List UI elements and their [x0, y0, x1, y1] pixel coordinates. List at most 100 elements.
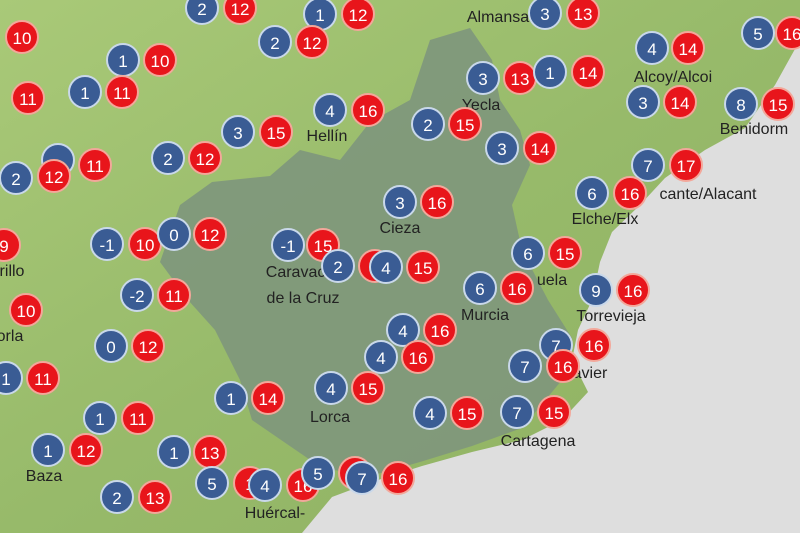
max-temp-marker[interactable]: 13	[566, 0, 600, 30]
max-temp-marker[interactable]: 12	[131, 329, 165, 363]
max-temp-marker[interactable]: 15	[450, 396, 484, 430]
max-temp-marker[interactable]: 11	[105, 75, 139, 109]
max-temp-marker[interactable]: 16	[546, 349, 580, 383]
max-temp-marker[interactable]: 13	[138, 480, 172, 514]
min-temp-marker[interactable]: 2	[411, 107, 445, 141]
min-temp-marker[interactable]: 5	[195, 466, 229, 500]
max-temp-marker[interactable]: 16	[423, 313, 457, 347]
min-temp-marker[interactable]: 4	[248, 468, 282, 502]
min-temp-marker[interactable]: 2	[185, 0, 219, 25]
max-temp-marker[interactable]: 10	[5, 20, 39, 54]
max-temp-marker[interactable]: 15	[761, 87, 795, 121]
max-temp-marker[interactable]: 15	[351, 371, 385, 405]
min-temp-marker[interactable]: 3	[466, 61, 500, 95]
max-temp-marker[interactable]: 15	[448, 107, 482, 141]
min-temp-marker[interactable]: 6	[575, 176, 609, 210]
min-temp-marker[interactable]: 4	[413, 396, 447, 430]
max-temp-marker[interactable]: 16	[775, 16, 800, 50]
min-temp-marker[interactable]: 4	[635, 31, 669, 65]
min-temp-marker[interactable]: 7	[631, 148, 665, 182]
max-temp-marker[interactable]: 12	[193, 217, 227, 251]
min-temp-marker[interactable]: 4	[369, 250, 403, 284]
min-temp-marker[interactable]: 3	[485, 131, 519, 165]
min-temp-marker[interactable]: 1	[533, 55, 567, 89]
max-temp-marker[interactable]: 10	[143, 43, 177, 77]
min-temp-marker[interactable]: 2	[0, 161, 33, 195]
min-temp-marker[interactable]: 1	[0, 361, 23, 395]
min-temp-marker[interactable]: 2	[151, 141, 185, 175]
min-temp-marker[interactable]: 6	[511, 236, 545, 270]
max-temp-marker[interactable]: 11	[157, 278, 191, 312]
place-label: Hellín	[306, 128, 348, 145]
min-temp-marker[interactable]: 1	[214, 381, 248, 415]
min-temp-marker[interactable]: 1	[68, 75, 102, 109]
max-temp-marker[interactable]: 16	[420, 185, 454, 219]
max-temp-marker[interactable]: 15	[259, 115, 293, 149]
max-temp-marker[interactable]: 12	[295, 25, 329, 59]
min-temp-marker[interactable]: 3	[221, 115, 255, 149]
max-temp-marker[interactable]: 16	[616, 273, 650, 307]
min-temp-marker[interactable]: 4	[314, 371, 348, 405]
min-temp-marker[interactable]: 1	[106, 43, 140, 77]
max-temp-marker[interactable]: 14	[251, 381, 285, 415]
min-temp-marker[interactable]: 0	[157, 217, 191, 251]
place-label: Caravaca	[265, 264, 335, 281]
place-label: Alcoy/Alcoi	[633, 69, 713, 86]
max-temp-marker[interactable]: 11	[26, 361, 60, 395]
min-temp-marker[interactable]: 7	[345, 461, 379, 495]
min-temp-marker[interactable]: -1	[90, 227, 124, 261]
min-temp-marker[interactable]: 2	[321, 249, 355, 283]
max-temp-marker[interactable]: 15	[406, 250, 440, 284]
min-temp-marker[interactable]: 3	[383, 185, 417, 219]
max-temp-marker[interactable]: 12	[37, 159, 71, 193]
place-label: Elche/Elx	[571, 211, 639, 228]
min-temp-marker[interactable]: 2	[258, 25, 292, 59]
max-temp-marker[interactable]: 16	[577, 328, 611, 362]
max-temp-marker[interactable]: 13	[503, 61, 537, 95]
min-temp-marker[interactable]: 5	[301, 456, 335, 490]
place-label: Torrevieja	[576, 308, 646, 325]
min-temp-marker[interactable]: 4	[364, 340, 398, 374]
min-temp-marker[interactable]: 7	[500, 395, 534, 429]
min-temp-marker[interactable]: 1	[31, 433, 65, 467]
place-label: Murcia	[460, 307, 510, 324]
max-temp-marker[interactable]: 15	[548, 236, 582, 270]
max-temp-marker[interactable]: 16	[351, 93, 385, 127]
max-temp-marker[interactable]: 11	[11, 81, 45, 115]
min-temp-marker[interactable]: 1	[157, 435, 191, 469]
max-temp-marker[interactable]: 17	[669, 148, 703, 182]
max-temp-marker[interactable]: 14	[523, 131, 557, 165]
sea	[302, 40, 800, 533]
max-temp-marker[interactable]: 16	[381, 461, 415, 495]
min-temp-marker[interactable]: 8	[724, 87, 758, 121]
min-temp-marker[interactable]: 3	[528, 0, 562, 30]
min-temp-marker[interactable]: 4	[313, 93, 347, 127]
max-temp-marker[interactable]: 11	[121, 401, 155, 435]
place-label: cante/Alacant	[659, 186, 757, 203]
min-temp-marker[interactable]: 7	[508, 349, 542, 383]
max-temp-marker[interactable]: 16	[613, 176, 647, 210]
max-temp-marker[interactable]: 10	[128, 227, 162, 261]
max-temp-marker[interactable]: 15	[537, 395, 571, 429]
min-temp-marker[interactable]: 2	[100, 480, 134, 514]
min-temp-marker[interactable]: 6	[463, 271, 497, 305]
min-temp-marker[interactable]: 9	[579, 273, 613, 307]
min-temp-marker[interactable]: -1	[271, 228, 305, 262]
max-temp-marker[interactable]: 14	[571, 55, 605, 89]
max-temp-marker[interactable]: 12	[69, 433, 103, 467]
min-temp-marker[interactable]: 3	[626, 85, 660, 119]
min-temp-marker[interactable]: 5	[741, 16, 775, 50]
max-temp-marker[interactable]: 16	[401, 340, 435, 374]
max-temp-marker[interactable]: 10	[9, 293, 43, 327]
min-temp-marker[interactable]: 0	[94, 329, 128, 363]
max-temp-marker[interactable]: 13	[193, 435, 227, 469]
max-temp-marker[interactable]: 12	[341, 0, 375, 31]
max-temp-marker[interactable]: 11	[78, 148, 112, 182]
max-temp-marker[interactable]: 14	[671, 31, 705, 65]
min-temp-marker[interactable]: -2	[120, 278, 154, 312]
max-temp-marker[interactable]: 16	[500, 271, 534, 305]
max-temp-marker[interactable]: 12	[223, 0, 257, 25]
min-temp-marker[interactable]: 1	[83, 401, 117, 435]
max-temp-marker[interactable]: 14	[663, 85, 697, 119]
max-temp-marker[interactable]: 12	[188, 141, 222, 175]
